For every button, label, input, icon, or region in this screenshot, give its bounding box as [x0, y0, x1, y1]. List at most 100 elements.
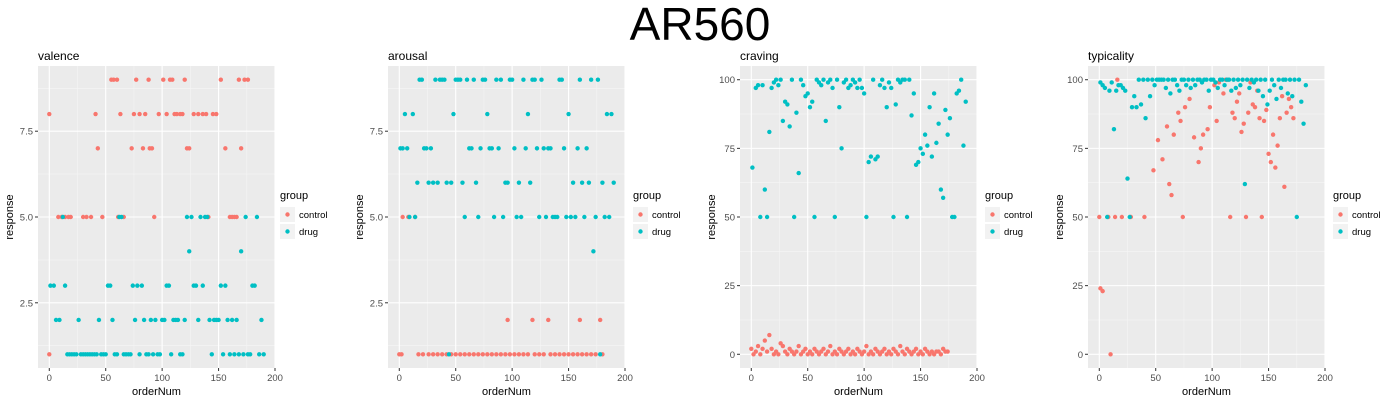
data-point-drug [60, 214, 66, 220]
data-point-control [439, 352, 445, 357]
data-point-control [1241, 121, 1246, 126]
data-point-control [489, 352, 495, 357]
x-tick-label: 50 [1150, 373, 1161, 384]
data-point-drug [137, 352, 142, 357]
data-point-control [203, 111, 209, 117]
data-point-drug [1132, 94, 1137, 99]
data-point-drug [597, 352, 603, 357]
data-point-control [111, 77, 116, 82]
data-point-control [1100, 288, 1105, 294]
data-point-drug [1244, 77, 1250, 82]
data-point-drug [839, 146, 844, 151]
x-tick-label: 200 [617, 373, 633, 384]
data-point-drug [961, 143, 966, 148]
data-point-drug [602, 214, 607, 220]
data-point-control [821, 346, 826, 351]
data-point-drug [400, 146, 405, 151]
data-point-drug [611, 180, 616, 185]
data-point-drug [1276, 77, 1281, 82]
x-tick-label: 150 [211, 373, 227, 384]
data-point-drug [148, 317, 154, 323]
data-point-control [780, 343, 786, 349]
data-point-drug [469, 146, 474, 151]
data-point-drug [1294, 214, 1299, 220]
data-point-control [1196, 159, 1201, 165]
data-point-drug [141, 317, 147, 323]
data-point-drug [916, 159, 921, 165]
data-point-drug [534, 146, 540, 151]
data-point-control [834, 352, 840, 357]
data-point-drug [433, 77, 438, 82]
data-point-drug [778, 77, 783, 82]
data-point-drug [938, 187, 944, 192]
data-point-drug [162, 317, 167, 323]
data-point-drug [532, 77, 537, 82]
data-point-control [764, 349, 770, 354]
data-point-control [557, 352, 562, 357]
data-point-control [152, 214, 157, 220]
data-point-drug [516, 180, 522, 185]
data-point-control [1261, 118, 1267, 124]
data-point-drug [1267, 88, 1272, 93]
data-point-control [480, 352, 485, 357]
data-point-control [769, 346, 774, 351]
data-point-drug [776, 83, 781, 88]
data-point-control [1277, 115, 1283, 121]
data-point-drug [1109, 80, 1114, 85]
data-point-control [133, 77, 139, 82]
data-point-drug [1127, 214, 1132, 220]
data-point-drug [959, 77, 964, 82]
data-point-control [570, 352, 576, 357]
legend-key-control [990, 212, 995, 217]
data-point-control [1270, 132, 1276, 137]
data-point-drug [1193, 83, 1198, 88]
data-point-control [1291, 115, 1296, 121]
x-tick-label: 100 [504, 373, 520, 384]
y-tick-label: 50 [724, 213, 735, 224]
data-point-drug [1145, 77, 1151, 82]
y-tick-label: 25 [1072, 281, 1083, 292]
data-point-control [895, 352, 901, 357]
data-point-control [825, 349, 831, 354]
data-point-drug [791, 214, 797, 220]
data-point-control [810, 352, 815, 357]
x-tick-label: 150 [913, 373, 929, 384]
data-point-control [84, 214, 89, 220]
data-point-control [575, 352, 580, 357]
data-point-drug [750, 165, 755, 170]
data-point-drug [496, 146, 501, 151]
data-point-control [1237, 91, 1242, 96]
data-point-control [1164, 124, 1170, 129]
data-point-control [118, 111, 123, 117]
data-point-control [1264, 107, 1269, 113]
data-point-control [498, 352, 504, 357]
data-point-drug [428, 146, 434, 151]
data-point-drug [241, 352, 246, 357]
legend: group control drug [985, 190, 1033, 239]
figure-title: AR560 [629, 0, 771, 50]
data-point-drug [541, 146, 546, 151]
data-point-drug [767, 129, 772, 135]
data-point-control [1279, 94, 1285, 99]
data-point-drug [1136, 77, 1141, 82]
data-point-drug [812, 214, 817, 220]
data-point-drug [525, 111, 531, 117]
y-tick-label: 7.5 [20, 127, 33, 138]
legend-key-control [638, 212, 643, 217]
data-point-drug [1152, 83, 1157, 88]
data-point-control [93, 111, 98, 117]
data-point-control [537, 352, 542, 357]
x-tick-label: 0 [47, 373, 52, 384]
data-point-control [180, 111, 185, 117]
y-tick-label: 5.0 [370, 213, 383, 224]
data-point-control [525, 352, 531, 357]
data-point-control [114, 77, 120, 82]
data-point-control [945, 349, 950, 354]
data-point-control [467, 352, 472, 357]
data-point-drug [1177, 88, 1182, 93]
x-axis-label: orderNum [482, 386, 531, 398]
data-point-control [1246, 110, 1251, 115]
data-point-control [400, 214, 405, 220]
data-point-drug [1260, 94, 1266, 99]
data-point-drug [584, 146, 589, 151]
